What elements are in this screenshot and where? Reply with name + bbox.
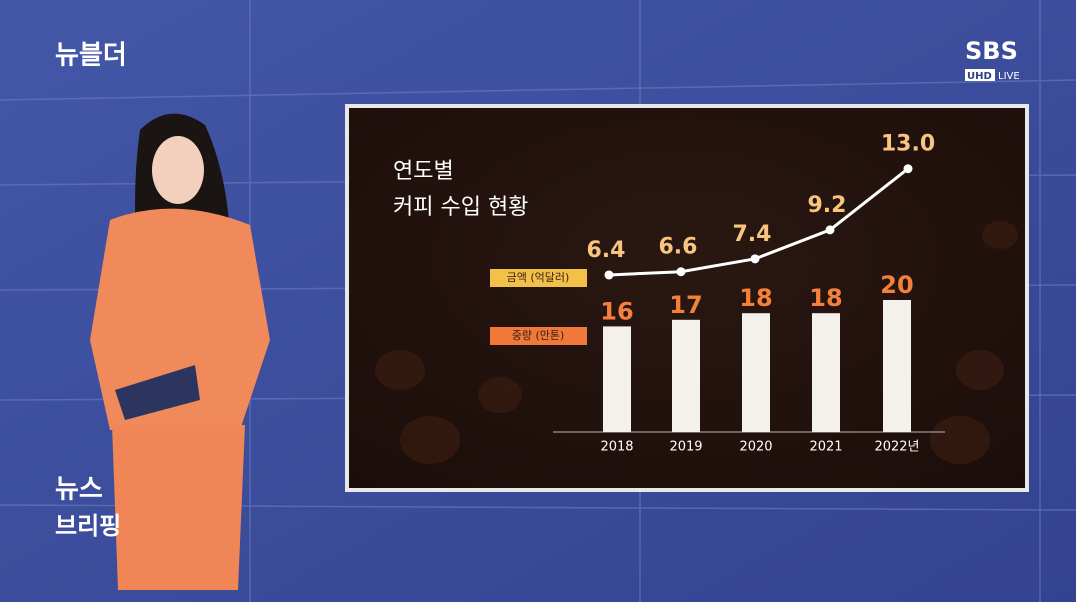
chart-title: 연도별 bbox=[393, 159, 454, 184]
legend-box bbox=[490, 327, 587, 345]
bar bbox=[742, 313, 770, 432]
presenter bbox=[90, 113, 270, 590]
line-point bbox=[825, 225, 835, 235]
line-point bbox=[676, 267, 686, 277]
line-point bbox=[903, 164, 913, 174]
live-label: LIVE bbox=[998, 71, 1020, 82]
bar bbox=[603, 326, 631, 432]
bean-decor bbox=[375, 221, 1018, 464]
bar-value-label: 18 bbox=[809, 284, 842, 312]
bar-value-label: 17 bbox=[669, 291, 702, 319]
bar bbox=[672, 319, 700, 432]
bar bbox=[883, 300, 911, 432]
corner-subtitle: 브리핑 bbox=[55, 512, 121, 540]
bar-value-label: 20 bbox=[880, 271, 913, 299]
line-value-label: 6.4 bbox=[587, 238, 626, 263]
legend-label: 중량 (만톤) bbox=[512, 329, 565, 342]
line-point bbox=[750, 254, 760, 264]
channel-logo: SBS bbox=[965, 37, 1018, 65]
bar-value-label: 18 bbox=[739, 284, 772, 312]
line-value-label: 7.4 bbox=[733, 222, 772, 247]
bar-value-label: 16 bbox=[600, 297, 633, 325]
line-value-label: 6.6 bbox=[659, 235, 698, 260]
bar bbox=[812, 313, 840, 432]
program-logo: 뉴블더 bbox=[55, 41, 127, 71]
line-point bbox=[604, 270, 614, 280]
corner-title: 뉴스 bbox=[55, 475, 103, 505]
line-value-label: 9.2 bbox=[808, 193, 847, 218]
badge: UHD bbox=[967, 71, 992, 82]
legend-label: 금액 (억달러) bbox=[507, 271, 570, 284]
x-tick-label: 2018 bbox=[600, 440, 633, 455]
chart-panel bbox=[345, 104, 1029, 492]
x-tick-label: 2021 bbox=[809, 440, 842, 455]
x-tick-label: 2019 bbox=[669, 440, 702, 455]
badge-box bbox=[965, 69, 995, 81]
line-value-label: 13.0 bbox=[881, 132, 935, 157]
legend-box bbox=[490, 269, 587, 287]
x-tick-label: 2022년 bbox=[874, 440, 919, 455]
chart-title: 커피 수입 현황 bbox=[393, 195, 528, 220]
x-tick-label: 2020 bbox=[739, 440, 772, 455]
